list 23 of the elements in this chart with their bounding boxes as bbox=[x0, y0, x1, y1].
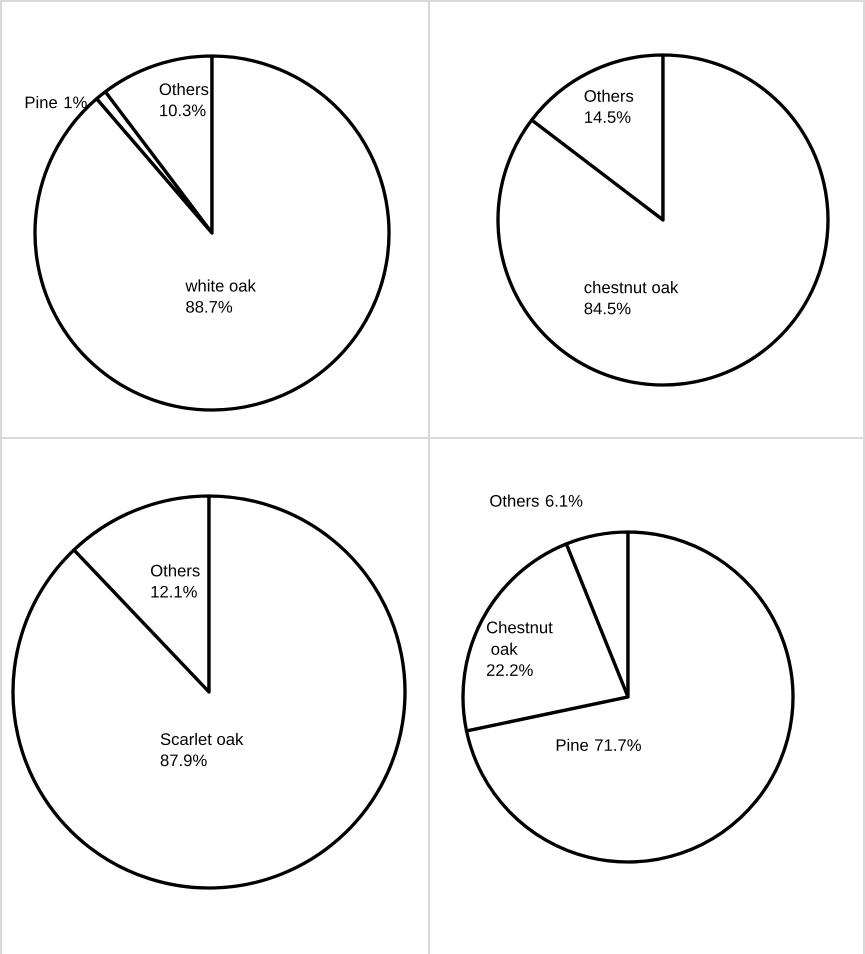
data-label: 84.5% bbox=[584, 302, 630, 314]
slice-label: Others bbox=[584, 90, 634, 102]
pie-slice bbox=[464, 530, 795, 864]
data-label: 88.7% bbox=[186, 300, 232, 313]
data-label: 71.7% bbox=[595, 739, 641, 751]
data-label: 10.3% bbox=[160, 104, 206, 116]
slice-label: Others bbox=[160, 82, 208, 96]
data-label: 12.1% bbox=[151, 586, 197, 598]
slice-label: chestnut oak bbox=[584, 281, 678, 294]
data-label: 22.2% bbox=[486, 664, 533, 676]
slice-label: Scarlet oak bbox=[160, 732, 244, 746]
pie-slice bbox=[496, 53, 830, 387]
slice-label: Others bbox=[490, 494, 539, 507]
data-label: 1% bbox=[64, 96, 87, 108]
slice-label: Pine bbox=[26, 96, 57, 108]
slice-label: Others bbox=[150, 564, 200, 577]
slice-label: Chestnut oak bbox=[486, 621, 553, 655]
slice-label: white oak bbox=[185, 279, 256, 292]
data-label: 14.5% bbox=[585, 111, 630, 123]
slice-label: Pine bbox=[556, 738, 588, 751]
data-label: 6.1% bbox=[546, 494, 582, 507]
data-label: 87.9% bbox=[160, 754, 207, 766]
pie-slice bbox=[11, 494, 407, 890]
